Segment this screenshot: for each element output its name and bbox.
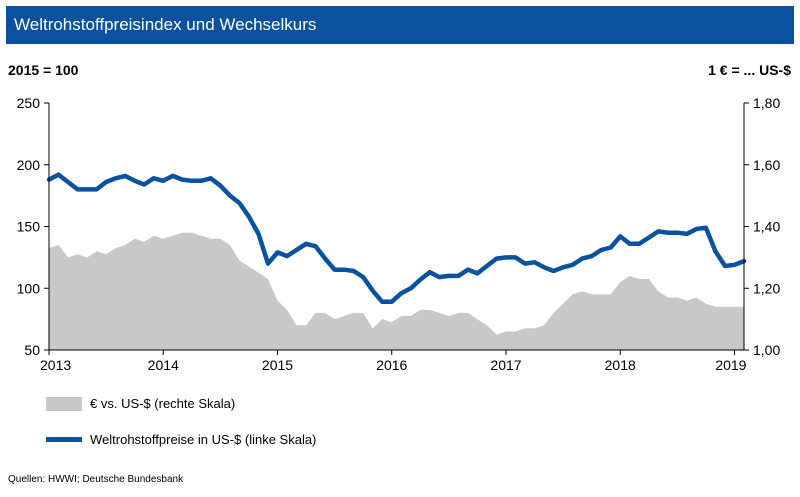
y-right-tick-label: 1,00 [753,342,780,358]
y-left-tick-label: 50 [24,342,40,358]
legend-label-area: € vs. US-$ (rechte Skala) [90,396,236,411]
x-tick-label: 2013 [40,357,71,373]
y-right-tick-label: 1,60 [753,157,780,173]
x-tick-label: 2016 [376,357,407,373]
legend-swatch-line [46,437,82,442]
y-left-tick-label: 100 [17,280,41,296]
title-bar: Weltrohstoffpreisindex und Wechselkurs [6,6,794,44]
x-tick-label: 2017 [490,357,521,373]
y-right-tick-label: 1,40 [753,219,780,235]
series-line-rohstoffpreise [46,172,747,305]
legend-item-line: Weltrohstoffpreise in US-$ (linke Skala) [46,432,316,447]
page-title: Weltrohstoffpreisindex und Wechselkurs [14,15,317,34]
left-axis-unit: 2015 = 100 [8,62,79,78]
x-tick-label: 2015 [262,357,293,373]
line-layer [46,172,747,305]
y-right-tick-label: 1,80 [753,95,780,111]
x-tick-label: 2018 [605,357,636,373]
x-tick-label: 2014 [148,357,179,373]
x-tick-label: 2019 [715,357,746,373]
axis-layer: 50 100 150 200 250 1,00 1,20 1,40 1,60 1,80 2013 20… [17,95,781,373]
right-axis-unit: 1 € = ... US-$ [708,62,791,78]
y-right-tick-label: 1,20 [753,280,780,296]
series-area-eur-usd [49,232,744,350]
y-left-tick-label: 200 [17,157,41,173]
source-note: Quellen: HWWI; Deutsche Bundesbank [8,474,184,485]
y-left-tick-label: 150 [17,219,41,235]
y-left-tick-label: 250 [17,95,41,111]
legend-item-area: € vs. US-$ (rechte Skala) [46,396,235,411]
legend-swatch-area [46,396,82,411]
legend-label-line: Weltrohstoffpreise in US-$ (linke Skala) [90,432,317,447]
area-layer [49,232,744,350]
